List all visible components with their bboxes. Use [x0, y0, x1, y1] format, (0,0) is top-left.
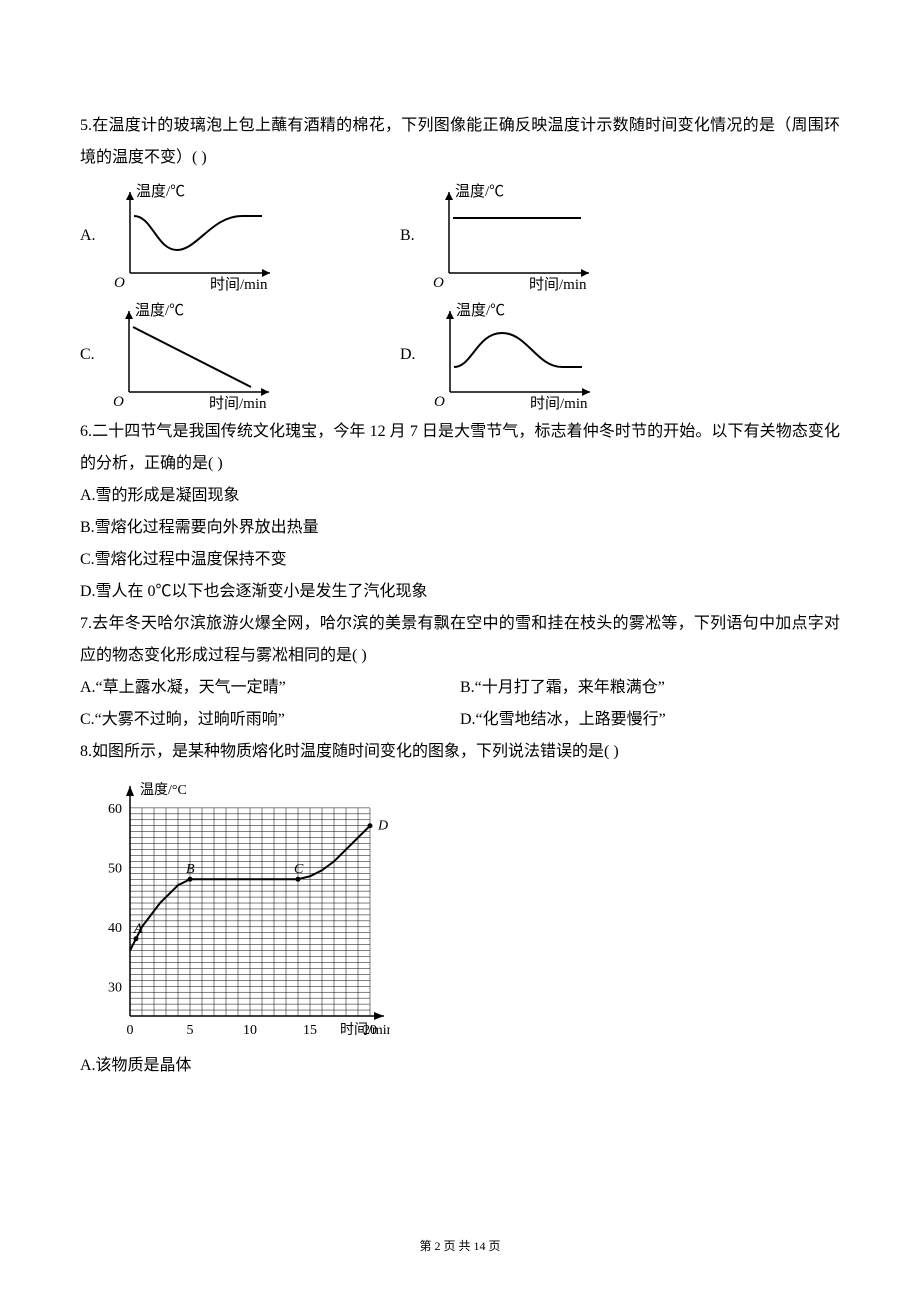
q7-text: 7.去年冬天哈尔滨旅游火爆全网，哈尔滨的美景有飘在空中的雪和挂在枝头的雾凇等，下… [80, 608, 840, 672]
q5-label-a: A. [80, 227, 96, 245]
q7-choice-c: C.“大雾不过晌，过晌听雨响” [80, 704, 460, 736]
q5-choice-a: A. 温度/℃ 时间/min O [80, 178, 400, 293]
svg-text:40: 40 [108, 921, 122, 936]
svg-text:温度/°C: 温度/°C [140, 782, 187, 798]
svg-text:O: O [434, 394, 445, 410]
q7-row-ab: A.“草上露水凝，天气一定晴” B.“十月打了霜，来年粮满仓” [80, 672, 840, 704]
page: 5.在温度计的玻璃泡上包上蘸有酒精的棉花，下列图像能正确反映温度计示数随时间变化… [0, 0, 920, 1302]
q6-choice-d: D.雪人在 0℃以下也会逐渐变小是发生了汽化现象 [80, 576, 840, 608]
q5-label-d: D. [400, 346, 416, 364]
svg-text:温度/℃: 温度/℃ [135, 302, 184, 319]
q5-text: 5.在温度计的玻璃泡上包上蘸有酒精的棉花，下列图像能正确反映温度计示数随时间变化… [80, 110, 840, 174]
q5-label-c: C. [80, 346, 95, 364]
svg-text:O: O [114, 275, 125, 291]
svg-text:60: 60 [108, 802, 122, 817]
q6-choice-a: A.雪的形成是凝固现象 [80, 480, 840, 512]
svg-text:D: D [377, 819, 388, 834]
svg-text:B: B [186, 862, 195, 877]
svg-text:0: 0 [127, 1023, 134, 1038]
q8-chart: 0510152030405060温度/°C时间/minABCD [80, 776, 840, 1046]
svg-text:15: 15 [303, 1023, 317, 1038]
q6-choice-b: B.雪熔化过程需要向外界放出热量 [80, 512, 840, 544]
q5-choice-c: C. 温度/℃ 时间/min O [80, 297, 400, 412]
q5-chart-c: 温度/℃ 时间/min O [101, 297, 281, 412]
svg-text:50: 50 [108, 861, 122, 876]
svg-text:温度/℃: 温度/℃ [455, 183, 504, 200]
q5-row-ab: A. 温度/℃ 时间/min O B. 温度/℃ 时间/min O [80, 178, 840, 293]
svg-text:30: 30 [108, 980, 122, 995]
svg-text:A: A [133, 922, 143, 937]
q7-choice-a: A.“草上露水凝，天气一定晴” [80, 672, 460, 704]
page-footer: 第 2 页 共 14 页 [0, 1237, 920, 1254]
svg-text:时间/min: 时间/min [530, 395, 588, 412]
q8-choice-a: A.该物质是晶体 [80, 1050, 840, 1082]
svg-text:C: C [294, 862, 304, 877]
q7-row-cd: C.“大雾不过晌，过晌听雨响” D.“化雪地结冰，上路要慢行” [80, 704, 840, 736]
q6-text: 6.二十四节气是我国传统文化瑰宝，今年 12 月 7 日是大雪节气，标志着仲冬时… [80, 416, 840, 480]
q5-row-cd: C. 温度/℃ 时间/min O D. 温度/℃ 时间/min O [80, 297, 840, 412]
svg-text:时间/min: 时间/min [340, 1022, 390, 1038]
q5-chart-b: 温度/℃ 时间/min O [421, 178, 601, 293]
svg-text:时间/min: 时间/min [210, 276, 268, 293]
q7-choice-d: D.“化雪地结冰，上路要慢行” [460, 704, 840, 736]
svg-text:O: O [113, 394, 124, 410]
svg-text:10: 10 [243, 1023, 257, 1038]
q8-text: 8.如图所示，是某种物质熔化时温度随时间变化的图象，下列说法错误的是( ) [80, 736, 840, 768]
q5-chart-a: 温度/℃ 时间/min O [102, 178, 282, 293]
q5-chart-d: 温度/℃ 时间/min O [422, 297, 602, 412]
q5-choice-b: B. 温度/℃ 时间/min O [400, 178, 720, 293]
q7-choice-b: B.“十月打了霜，来年粮满仓” [460, 672, 840, 704]
svg-text:时间/min: 时间/min [209, 395, 267, 412]
q5-label-b: B. [400, 227, 415, 245]
svg-text:O: O [433, 275, 444, 291]
svg-text:温度/℃: 温度/℃ [456, 302, 505, 319]
q6-choice-c: C.雪熔化过程中温度保持不变 [80, 544, 840, 576]
svg-text:5: 5 [187, 1023, 194, 1038]
svg-text:时间/min: 时间/min [529, 276, 587, 293]
svg-text:温度/℃: 温度/℃ [136, 183, 185, 200]
q5-choice-d: D. 温度/℃ 时间/min O [400, 297, 720, 412]
